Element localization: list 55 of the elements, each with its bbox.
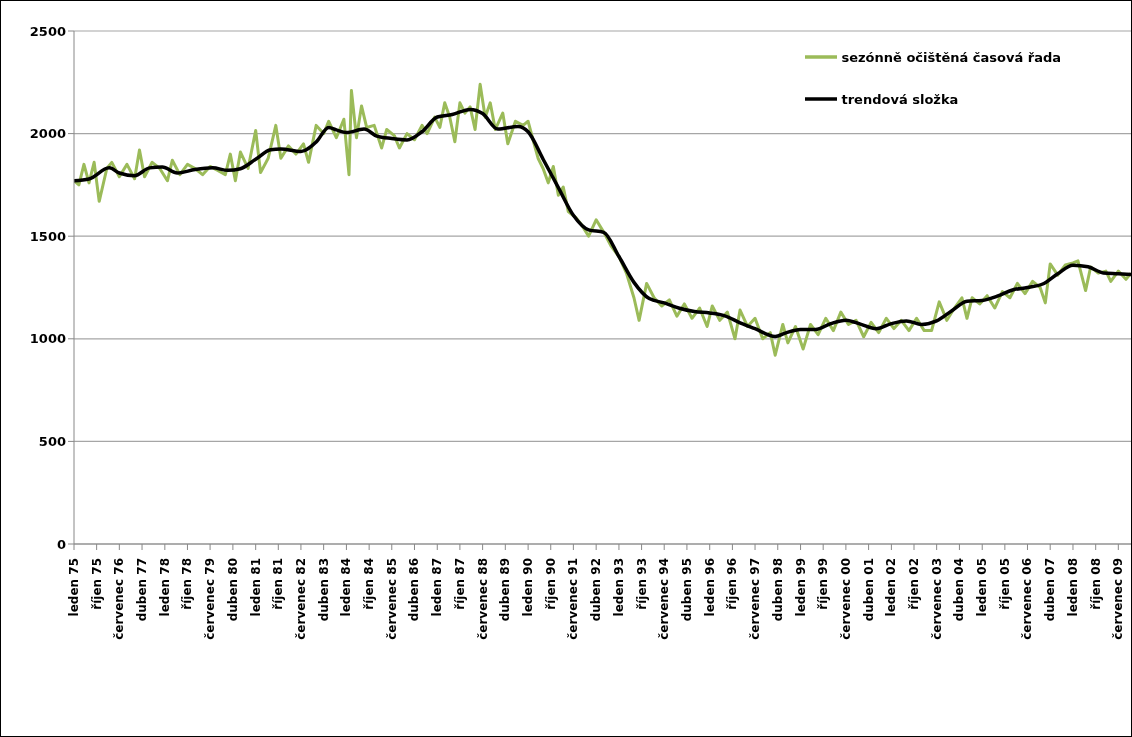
x-tick-label: červenec 88 bbox=[475, 558, 490, 640]
x-tick-label: červenec 91 bbox=[566, 558, 581, 640]
x-tick-label: duben 01 bbox=[861, 558, 876, 622]
y-tick-label: 0 bbox=[56, 536, 66, 552]
x-tick-label: duben 98 bbox=[770, 558, 785, 622]
x-tick-label: říjen 75 bbox=[89, 558, 104, 610]
x-tick-label: leden 84 bbox=[339, 558, 354, 617]
x-tick-label: říjen 84 bbox=[362, 558, 377, 610]
x-tick-label: říjen 05 bbox=[997, 558, 1012, 610]
x-tick-label: říjen 90 bbox=[543, 558, 558, 610]
x-tick-label: leden 99 bbox=[793, 558, 808, 617]
x-tick-label: červenec 76 bbox=[112, 558, 127, 640]
x-tick-label: červenec 06 bbox=[1020, 558, 1035, 640]
x-tick-label: leden 93 bbox=[611, 558, 626, 617]
x-tick-label: červenec 03 bbox=[929, 558, 944, 640]
x-tick-label: říjen 93 bbox=[634, 558, 649, 610]
x-tick-label: říjen 99 bbox=[816, 558, 831, 610]
x-tick-label: duben 77 bbox=[135, 558, 150, 622]
y-tick-label: 500 bbox=[38, 434, 66, 450]
x-tick-label: leden 78 bbox=[157, 558, 172, 617]
x-tick-label: říjen 08 bbox=[1088, 558, 1103, 610]
x-tick-label: duben 86 bbox=[407, 558, 422, 622]
legend-label: sezónně očištěná časová řada bbox=[841, 49, 1061, 65]
legend-label: trendová složka bbox=[841, 91, 959, 107]
x-tick-label: leden 08 bbox=[1065, 558, 1080, 617]
x-tick-label: leden 02 bbox=[884, 558, 899, 617]
x-tick-label: říjen 81 bbox=[271, 558, 286, 610]
x-tick-label: duben 95 bbox=[679, 558, 694, 622]
x-tick-label: červenec 79 bbox=[203, 558, 218, 640]
x-tick-label: červenec 82 bbox=[293, 558, 308, 640]
x-tick-label: leden 05 bbox=[975, 558, 990, 617]
x-tick-label: duben 83 bbox=[316, 558, 331, 622]
y-tick-label: 2000 bbox=[29, 126, 66, 142]
x-tick-label: duben 04 bbox=[952, 558, 967, 622]
x-tick-label: říjen 02 bbox=[907, 558, 922, 610]
x-tick-label: leden 81 bbox=[248, 558, 263, 617]
y-tick-label: 2500 bbox=[29, 23, 66, 39]
y-tick-label: 1000 bbox=[29, 331, 66, 347]
x-tick-label: leden 96 bbox=[702, 558, 717, 617]
x-tick-label: duben 89 bbox=[498, 558, 513, 622]
x-tick-label: říjen 96 bbox=[725, 558, 740, 610]
x-tick-label: říjen 87 bbox=[452, 558, 467, 610]
x-tick-label: červenec 94 bbox=[657, 558, 672, 640]
y-tick-label: 1500 bbox=[29, 228, 66, 244]
x-tick-label: červenec 09 bbox=[1111, 558, 1126, 640]
x-tick-label: červenec 85 bbox=[384, 558, 399, 640]
x-tick-label: říjen 78 bbox=[180, 558, 195, 610]
x-tick-label: leden 75 bbox=[67, 558, 81, 617]
x-tick-label: leden 87 bbox=[430, 558, 445, 617]
x-tick-label: duben 07 bbox=[1043, 558, 1058, 622]
x-tick-label: červenec 97 bbox=[748, 558, 763, 640]
x-tick-label: leden 90 bbox=[521, 558, 536, 617]
x-tick-label: duben 80 bbox=[225, 558, 240, 622]
x-tick-label: červenec 00 bbox=[838, 558, 853, 640]
x-tick-label: duben 92 bbox=[589, 558, 604, 622]
